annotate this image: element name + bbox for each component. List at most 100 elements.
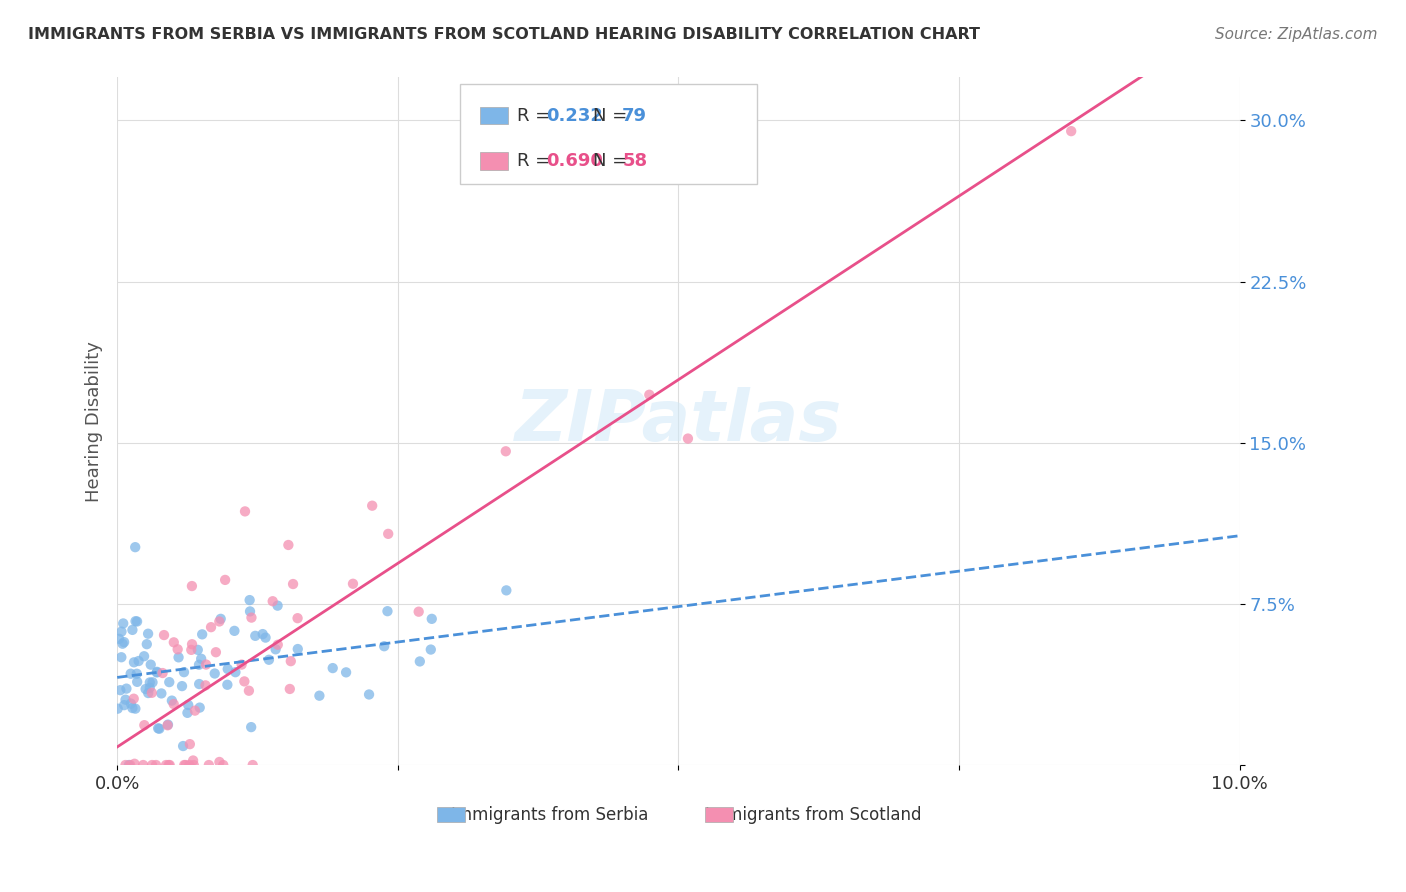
Point [262, 594, 284, 608]
Point [184, 704, 207, 718]
Point [335, 665, 357, 680]
Point [146, 665, 169, 680]
Point [373, 639, 395, 653]
Point [180, 579, 202, 593]
Point [224, 624, 246, 638]
Point [134, 718, 156, 732]
Point [194, 678, 217, 692]
Bar [479, 153, 508, 169]
Point [409, 655, 432, 669]
Point [208, 755, 231, 769]
Text: R =: R = [517, 152, 555, 169]
Point [240, 610, 263, 624]
Point [277, 538, 299, 552]
Text: 0.690: 0.690 [546, 152, 603, 169]
Point [495, 444, 517, 458]
Point [163, 635, 186, 649]
Point [124, 756, 146, 771]
Point [114, 692, 136, 706]
Point [188, 657, 211, 672]
Text: IMMIGRANTS FROM SERBIA VS IMMIGRANTS FROM SCOTLAND HEARING DISABILITY CORRELATIO: IMMIGRANTS FROM SERBIA VS IMMIGRANTS FRO… [28, 27, 980, 42]
Point [124, 540, 146, 554]
Point [146, 722, 169, 736]
Point [156, 717, 179, 731]
Point [121, 701, 143, 715]
Text: N =: N = [593, 152, 633, 169]
Point [176, 706, 198, 720]
Point [124, 701, 146, 715]
Point [188, 700, 211, 714]
Point [239, 593, 262, 607]
Point [191, 627, 214, 641]
Point [120, 666, 142, 681]
Point [280, 654, 302, 668]
Point [135, 681, 157, 696]
Point [676, 432, 699, 446]
Point [107, 701, 129, 715]
Point [495, 583, 517, 598]
Point [122, 691, 145, 706]
Text: ZIPatlas: ZIPatlas [515, 387, 842, 456]
Point [120, 758, 142, 772]
Point [152, 666, 174, 681]
Point [166, 642, 188, 657]
Text: 0.232: 0.232 [546, 107, 603, 125]
Point [157, 758, 180, 772]
Point [115, 681, 138, 696]
Point [112, 635, 135, 649]
Point [217, 662, 239, 676]
Point [254, 631, 277, 645]
Point [170, 679, 193, 693]
Point [128, 654, 150, 668]
Point [172, 739, 194, 753]
Text: 58: 58 [623, 152, 647, 169]
Point [110, 624, 132, 639]
Point [233, 674, 256, 689]
Point [174, 758, 197, 772]
Point [173, 665, 195, 680]
Point [120, 697, 142, 711]
Point [153, 628, 176, 642]
Point [150, 686, 173, 700]
Point [209, 612, 232, 626]
Point [208, 615, 231, 629]
Point [377, 526, 399, 541]
Point [242, 758, 264, 772]
Point [181, 754, 204, 768]
Point [177, 698, 200, 712]
Point [156, 718, 179, 732]
Point [111, 637, 134, 651]
Point [155, 758, 177, 772]
Point [257, 653, 280, 667]
Point [267, 638, 290, 652]
Point [200, 620, 222, 634]
Point [139, 681, 162, 695]
Point [114, 758, 136, 772]
Point [357, 688, 380, 702]
Point [239, 604, 262, 618]
Point [141, 675, 163, 690]
Point [231, 657, 253, 672]
Point [1060, 124, 1083, 138]
Point [181, 637, 204, 651]
Point [287, 642, 309, 657]
Point [224, 665, 246, 680]
Point [141, 686, 163, 700]
Point [124, 614, 146, 628]
Bar [706, 807, 734, 822]
Point [212, 758, 235, 772]
Point [420, 612, 443, 626]
Point [139, 675, 162, 690]
Bar [437, 807, 465, 822]
Point [190, 652, 212, 666]
Point [121, 623, 143, 637]
Point [195, 657, 218, 672]
Point [148, 722, 170, 736]
Point [112, 616, 135, 631]
Point [179, 758, 201, 772]
Point [361, 499, 384, 513]
Point [217, 678, 239, 692]
Point [183, 758, 205, 772]
Y-axis label: Hearing Disability: Hearing Disability [86, 341, 103, 501]
Point [127, 674, 149, 689]
